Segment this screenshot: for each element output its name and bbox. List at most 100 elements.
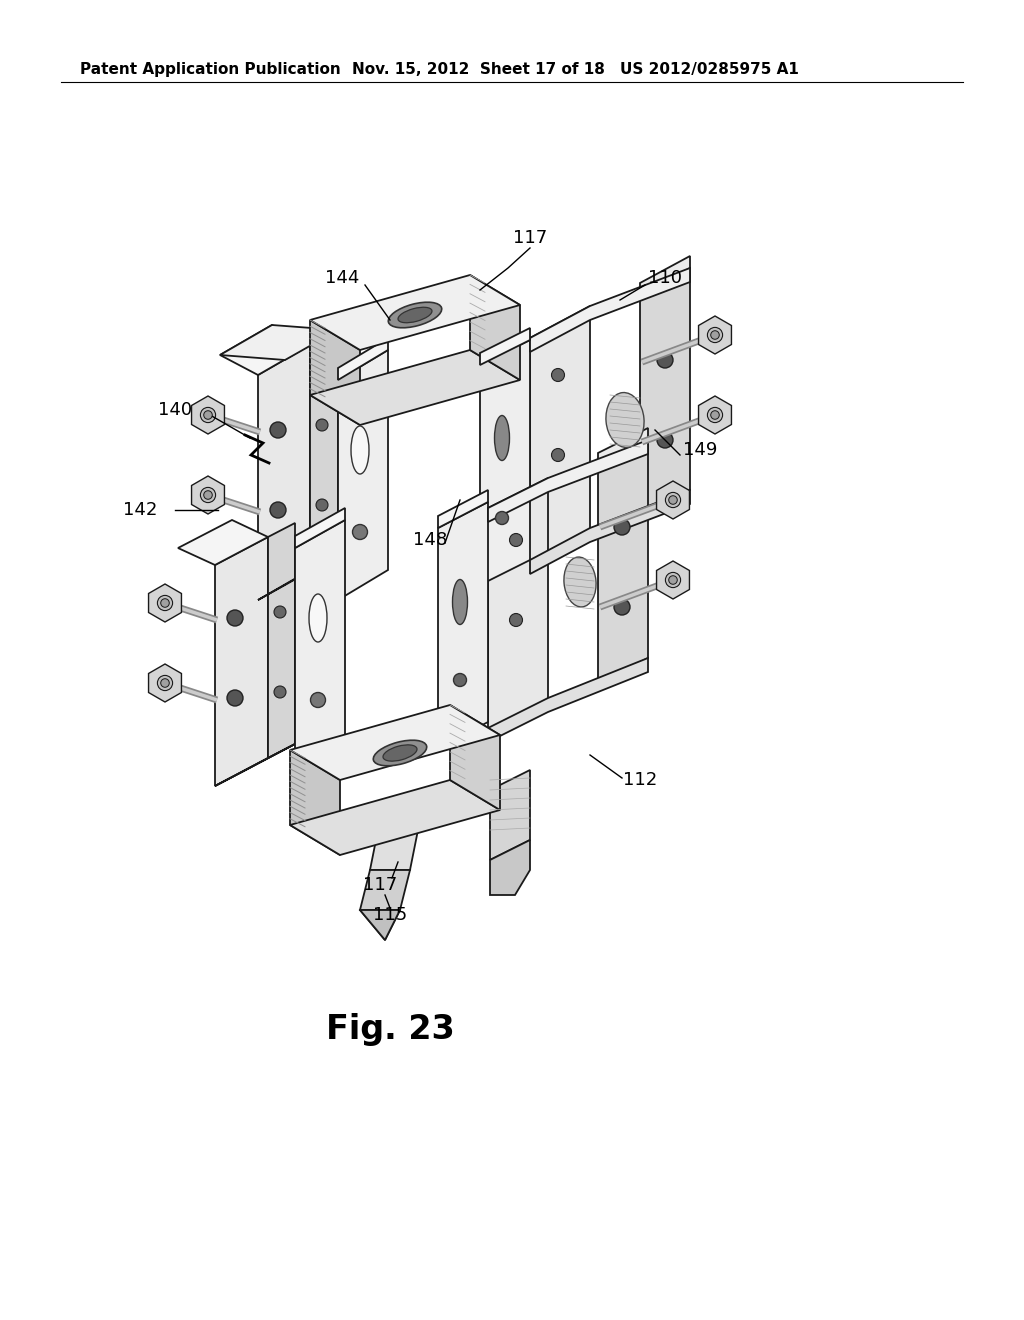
- Polygon shape: [295, 520, 345, 768]
- Polygon shape: [530, 306, 590, 350]
- Ellipse shape: [708, 408, 723, 422]
- Polygon shape: [290, 705, 500, 780]
- Text: US 2012/0285975 A1: US 2012/0285975 A1: [620, 62, 799, 77]
- Ellipse shape: [606, 392, 644, 447]
- Polygon shape: [220, 325, 310, 375]
- Polygon shape: [488, 490, 548, 741]
- Ellipse shape: [270, 422, 286, 438]
- Polygon shape: [640, 268, 690, 517]
- Ellipse shape: [496, 511, 509, 524]
- Ellipse shape: [270, 502, 286, 517]
- Text: 115: 115: [373, 906, 408, 924]
- Polygon shape: [290, 780, 500, 855]
- Ellipse shape: [711, 331, 719, 339]
- Ellipse shape: [657, 432, 673, 447]
- Ellipse shape: [666, 492, 681, 508]
- Text: 148: 148: [413, 531, 447, 549]
- Text: 117: 117: [513, 228, 547, 247]
- Ellipse shape: [204, 411, 212, 420]
- Polygon shape: [360, 909, 400, 940]
- Ellipse shape: [352, 524, 368, 540]
- Ellipse shape: [201, 408, 216, 422]
- Ellipse shape: [669, 576, 677, 585]
- Ellipse shape: [614, 599, 630, 615]
- Polygon shape: [698, 315, 731, 354]
- Polygon shape: [178, 520, 268, 565]
- Polygon shape: [258, 345, 310, 601]
- Ellipse shape: [274, 686, 286, 698]
- Ellipse shape: [552, 368, 564, 381]
- Text: 142: 142: [123, 502, 158, 519]
- Text: 112: 112: [623, 771, 657, 789]
- Ellipse shape: [227, 690, 243, 706]
- Polygon shape: [438, 502, 488, 748]
- Polygon shape: [488, 440, 648, 521]
- Ellipse shape: [614, 519, 630, 535]
- Polygon shape: [215, 744, 295, 785]
- Polygon shape: [640, 256, 690, 294]
- Polygon shape: [148, 664, 181, 702]
- Polygon shape: [530, 268, 690, 352]
- Ellipse shape: [510, 614, 522, 627]
- Ellipse shape: [708, 327, 723, 343]
- Polygon shape: [295, 508, 345, 548]
- Polygon shape: [220, 325, 338, 360]
- Polygon shape: [258, 554, 338, 601]
- Polygon shape: [310, 275, 520, 350]
- Polygon shape: [480, 341, 530, 585]
- Polygon shape: [310, 319, 360, 425]
- Ellipse shape: [711, 411, 719, 420]
- Polygon shape: [191, 477, 224, 513]
- Ellipse shape: [398, 308, 432, 323]
- Ellipse shape: [453, 579, 468, 624]
- Polygon shape: [698, 396, 731, 434]
- Polygon shape: [530, 490, 690, 574]
- Ellipse shape: [310, 693, 326, 708]
- Ellipse shape: [274, 606, 286, 618]
- Ellipse shape: [316, 418, 328, 432]
- Polygon shape: [598, 428, 648, 465]
- Polygon shape: [656, 480, 689, 519]
- Polygon shape: [338, 350, 388, 601]
- Polygon shape: [370, 820, 420, 870]
- Text: Fig. 23: Fig. 23: [326, 1014, 455, 1047]
- Ellipse shape: [669, 496, 677, 504]
- Polygon shape: [310, 350, 520, 425]
- Polygon shape: [598, 440, 648, 682]
- Polygon shape: [310, 330, 338, 570]
- Ellipse shape: [510, 533, 522, 546]
- Polygon shape: [450, 705, 500, 810]
- Text: 110: 110: [648, 269, 682, 286]
- Ellipse shape: [204, 491, 212, 499]
- Ellipse shape: [158, 595, 173, 611]
- Polygon shape: [360, 870, 410, 909]
- Ellipse shape: [309, 594, 327, 642]
- Polygon shape: [290, 750, 340, 855]
- Text: 117: 117: [362, 876, 397, 894]
- Ellipse shape: [316, 499, 328, 511]
- Polygon shape: [490, 770, 530, 861]
- Ellipse shape: [564, 557, 596, 607]
- Polygon shape: [490, 840, 530, 895]
- Polygon shape: [488, 478, 548, 520]
- Ellipse shape: [383, 744, 417, 762]
- Text: Patent Application Publication: Patent Application Publication: [80, 62, 341, 77]
- Ellipse shape: [657, 352, 673, 368]
- Polygon shape: [480, 327, 530, 366]
- Ellipse shape: [227, 610, 243, 626]
- Polygon shape: [530, 318, 590, 572]
- Ellipse shape: [161, 678, 169, 688]
- Text: 140: 140: [158, 401, 193, 418]
- Ellipse shape: [374, 741, 427, 766]
- Polygon shape: [268, 523, 295, 758]
- Polygon shape: [488, 657, 648, 742]
- Text: Nov. 15, 2012  Sheet 17 of 18: Nov. 15, 2012 Sheet 17 of 18: [352, 62, 605, 77]
- Polygon shape: [148, 583, 181, 622]
- Ellipse shape: [388, 302, 441, 327]
- Ellipse shape: [454, 673, 467, 686]
- Polygon shape: [191, 396, 224, 434]
- Ellipse shape: [351, 426, 369, 474]
- Ellipse shape: [158, 676, 173, 690]
- Polygon shape: [470, 275, 520, 380]
- Ellipse shape: [666, 573, 681, 587]
